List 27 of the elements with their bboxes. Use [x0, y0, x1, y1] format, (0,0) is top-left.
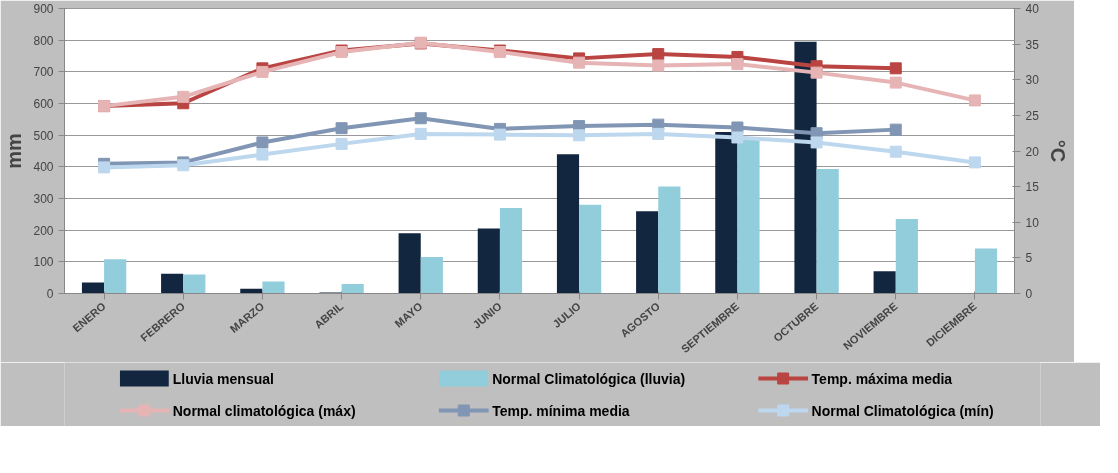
y-tick-label: 400	[33, 160, 54, 175]
legend-label: Lluvia mensual	[172, 370, 274, 387]
legend-label: Temp. máxima media	[811, 370, 953, 387]
y-tick-label: 900	[33, 2, 54, 16]
legend-label: Normal Climatológica (lluvia)	[492, 370, 686, 387]
y-tick-label: 800	[33, 33, 54, 48]
y2-tick-label: 40	[1025, 2, 1040, 16]
y-tick-label: 0	[46, 287, 54, 301]
y2-tick-label: 35	[1025, 37, 1040, 52]
y-axis-title: mm	[3, 133, 26, 169]
y2-tick-label: 0	[1025, 287, 1033, 301]
y2-tick-label: 25	[1025, 108, 1040, 123]
legend-label: Normal Climatológica (mín)	[811, 402, 994, 419]
y2-axis-title: °C	[1046, 139, 1069, 163]
y-tick-label: 700	[33, 65, 54, 80]
legend-label: Temp. mínima media	[492, 402, 630, 419]
y2-tick-label: 15	[1025, 180, 1040, 195]
y-tick-label: 100	[33, 255, 54, 270]
y2-tick-label: 10	[1025, 215, 1040, 230]
y-tick-label: 200	[33, 223, 54, 238]
legend-label: Normal climatológica (máx)	[172, 402, 356, 419]
y2-tick-label: 5	[1025, 251, 1033, 266]
y-tick-label: 300	[33, 192, 54, 206]
y-tick-label: 600	[33, 97, 54, 111]
y-tick-label: 500	[33, 128, 54, 143]
y2-tick-label: 30	[1025, 73, 1040, 88]
y2-tick-label: 20	[1025, 144, 1040, 159]
